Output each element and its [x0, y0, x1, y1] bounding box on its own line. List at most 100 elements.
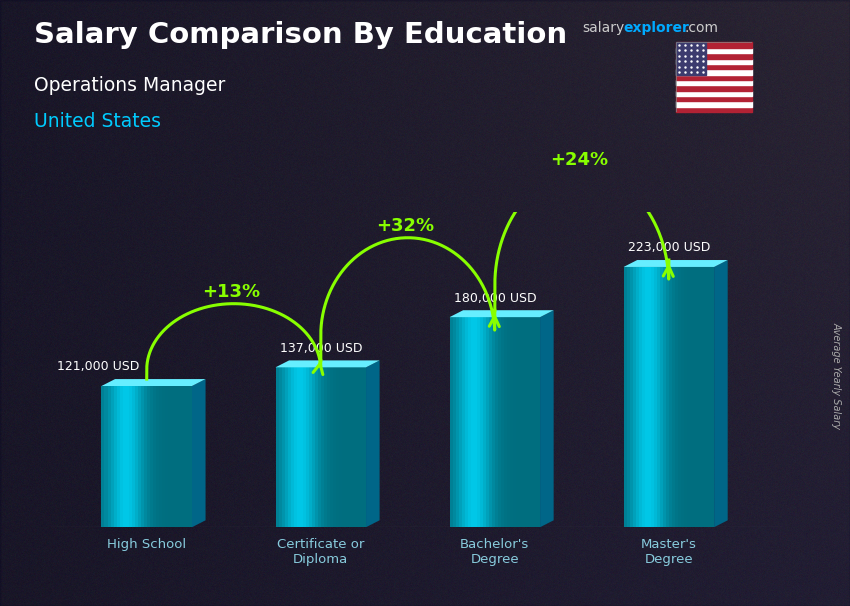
Bar [473, 317, 477, 527]
Bar [519, 317, 522, 527]
Bar [676, 85, 752, 91]
Polygon shape [192, 379, 206, 527]
Bar [465, 317, 468, 527]
Bar [675, 267, 678, 527]
Bar [128, 386, 132, 527]
Bar [357, 367, 360, 527]
Bar [110, 386, 114, 527]
Bar [525, 317, 528, 527]
Bar [132, 386, 134, 527]
Bar [483, 317, 485, 527]
Bar [522, 317, 525, 527]
Bar [281, 367, 285, 527]
Bar [630, 267, 632, 527]
Bar [528, 317, 531, 527]
Bar [516, 317, 519, 527]
Bar [684, 267, 687, 527]
Polygon shape [450, 310, 553, 317]
Bar [134, 386, 138, 527]
Bar [624, 267, 626, 527]
Bar [531, 317, 534, 527]
Bar [336, 367, 339, 527]
Bar [676, 75, 752, 80]
Text: +32%: +32% [377, 216, 434, 235]
Bar [690, 267, 693, 527]
Bar [360, 367, 363, 527]
Bar [291, 367, 293, 527]
Bar [459, 317, 462, 527]
Bar [275, 367, 279, 527]
Bar [162, 386, 165, 527]
Bar [147, 386, 150, 527]
Bar [183, 386, 186, 527]
Bar [297, 367, 300, 527]
Bar [534, 317, 537, 527]
Bar [498, 317, 501, 527]
Bar [186, 386, 189, 527]
Bar [708, 267, 711, 527]
Bar [676, 53, 752, 59]
Bar [324, 367, 326, 527]
Bar [537, 317, 540, 527]
Bar [676, 96, 752, 101]
Bar [452, 317, 456, 527]
Bar [174, 386, 177, 527]
Bar [501, 317, 504, 527]
Bar [116, 386, 120, 527]
Bar [312, 367, 314, 527]
Bar [107, 386, 110, 527]
Bar [648, 267, 651, 527]
Bar [159, 386, 162, 527]
Bar [678, 267, 681, 527]
Polygon shape [624, 260, 728, 267]
Bar [167, 386, 171, 527]
Bar [153, 386, 156, 527]
Text: 180,000 USD: 180,000 USD [454, 291, 536, 305]
Bar [287, 367, 291, 527]
Bar [632, 267, 636, 527]
Polygon shape [275, 361, 380, 367]
Bar [126, 386, 128, 527]
Bar [326, 367, 330, 527]
Bar [171, 386, 174, 527]
Bar [189, 386, 192, 527]
Bar [676, 80, 752, 85]
Bar [485, 317, 489, 527]
Bar [477, 317, 479, 527]
Bar [666, 267, 669, 527]
Bar [654, 267, 657, 527]
Bar [101, 386, 105, 527]
Polygon shape [540, 310, 553, 527]
Bar [676, 91, 752, 96]
Bar [657, 267, 660, 527]
Bar [676, 42, 706, 75]
Bar [636, 267, 638, 527]
Bar [320, 367, 324, 527]
Bar [354, 367, 357, 527]
Text: .com: .com [684, 21, 718, 35]
Bar [492, 317, 495, 527]
Bar [693, 267, 696, 527]
Bar [676, 69, 752, 75]
Text: salary: salary [582, 21, 625, 35]
Bar [676, 59, 752, 64]
Bar [696, 267, 699, 527]
Polygon shape [366, 361, 380, 527]
Bar [510, 317, 513, 527]
Bar [300, 367, 303, 527]
Bar [672, 267, 675, 527]
Bar [651, 267, 654, 527]
Bar [507, 317, 510, 527]
Bar [165, 386, 167, 527]
Bar [309, 367, 312, 527]
Polygon shape [101, 379, 206, 386]
Bar [681, 267, 684, 527]
Text: 137,000 USD: 137,000 USD [280, 342, 362, 355]
Bar [495, 317, 498, 527]
Bar [705, 267, 708, 527]
Bar [279, 367, 281, 527]
Bar [638, 267, 642, 527]
Bar [348, 367, 351, 527]
Bar [642, 267, 645, 527]
Bar [450, 317, 452, 527]
